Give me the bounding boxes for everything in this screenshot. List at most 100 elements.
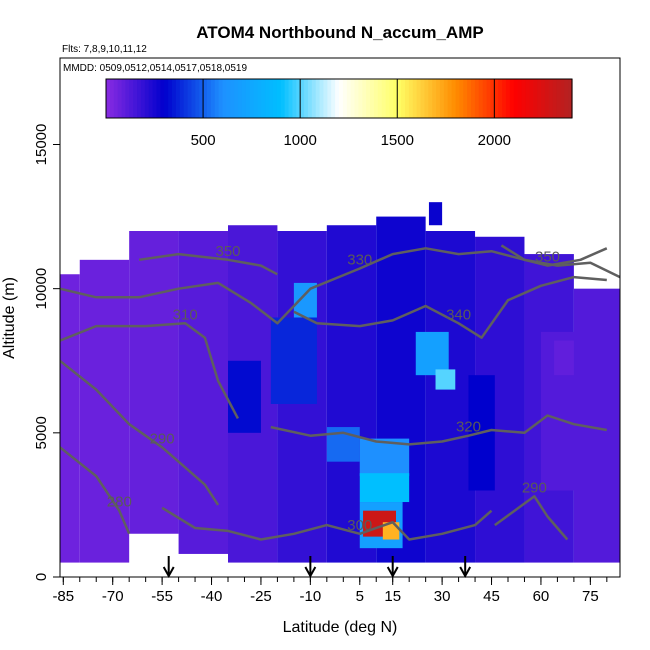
colorbar-swatch bbox=[257, 79, 262, 118]
x-tick-label: 15 bbox=[384, 588, 401, 605]
flights-note: Flts: 7,8,9,10,11,12 bbox=[62, 44, 147, 55]
flight-arrow-head bbox=[162, 566, 175, 579]
colorbar-frame bbox=[105, 78, 573, 119]
colorbar-swatch bbox=[509, 79, 515, 118]
colorbar-swatch bbox=[156, 79, 161, 118]
x-tick-label: -10 bbox=[300, 588, 322, 605]
colorbar-swatch bbox=[443, 79, 449, 118]
contour-line bbox=[60, 359, 220, 506]
colorbar-swatch bbox=[307, 79, 313, 118]
colorbar-swatch bbox=[482, 79, 488, 118]
y-axis-label: Altitude (m) bbox=[1, 277, 18, 359]
colorbar-tick-label: 500 bbox=[191, 132, 216, 149]
contour-label: 280 bbox=[107, 494, 132, 511]
x-tick-label: -40 bbox=[201, 588, 223, 605]
colorbar-swatch bbox=[234, 79, 239, 118]
heat-cell bbox=[178, 231, 228, 554]
x-tick-label: 60 bbox=[533, 588, 550, 605]
colorbar-swatch bbox=[249, 79, 255, 118]
colorbar-swatch bbox=[238, 79, 243, 118]
colorbar-swatch bbox=[354, 79, 360, 118]
colorbar-tick-label: 1000 bbox=[283, 132, 316, 149]
contour-line bbox=[161, 506, 493, 541]
x-tick-label: -55 bbox=[151, 588, 173, 605]
flight-arrow-head bbox=[304, 566, 317, 579]
colorbar-swatch bbox=[533, 79, 538, 118]
colorbar-swatch bbox=[152, 79, 158, 118]
colorbar-swatch bbox=[486, 79, 492, 118]
colorbar-swatch bbox=[195, 79, 200, 118]
colorbar-swatch bbox=[556, 79, 561, 118]
colorbar-swatch bbox=[226, 79, 231, 118]
contour-label: 330 bbox=[347, 251, 372, 268]
contour-label: 320 bbox=[456, 419, 481, 436]
contour-line bbox=[138, 252, 278, 276]
colorbar-swatch bbox=[292, 79, 297, 118]
y-tick-label: 10000 bbox=[33, 268, 50, 310]
colorbar-swatch bbox=[408, 79, 414, 118]
x-tick-label: 5 bbox=[356, 588, 364, 605]
colorbar-swatch bbox=[199, 79, 204, 118]
colorbar-swatch bbox=[537, 79, 542, 118]
colorbar-swatch bbox=[478, 79, 484, 118]
colorbar-swatch bbox=[265, 79, 270, 118]
colorbar-swatch bbox=[397, 79, 402, 118]
colorbar-swatch bbox=[564, 79, 569, 118]
colorbar-swatch bbox=[346, 79, 352, 118]
heat-cell bbox=[293, 282, 317, 318]
flight-arrow-layer bbox=[162, 556, 472, 579]
colorbar-swatch bbox=[140, 79, 146, 118]
contour-label: 300 bbox=[347, 517, 372, 534]
colorbar-swatch bbox=[206, 79, 212, 118]
colorbar-swatch bbox=[544, 79, 550, 118]
colorbar-swatch bbox=[560, 79, 565, 118]
colorbar-swatch bbox=[401, 79, 406, 118]
contour-label: 290 bbox=[522, 479, 547, 496]
colorbar-swatch bbox=[467, 79, 472, 118]
colorbar-swatch bbox=[323, 79, 328, 118]
contour-line bbox=[500, 244, 608, 267]
colorbar-swatch bbox=[300, 79, 305, 118]
heat-cell bbox=[359, 473, 410, 503]
colorbar-swatch bbox=[513, 79, 519, 118]
colorbar-swatch bbox=[350, 79, 356, 118]
colorbar-swatch bbox=[373, 79, 379, 118]
contour-line bbox=[293, 275, 607, 339]
colorbar-swatch bbox=[428, 79, 433, 118]
colorbar-swatch bbox=[389, 79, 394, 118]
colorbar-swatch bbox=[144, 79, 150, 118]
colorbar-swatch bbox=[113, 79, 119, 118]
y-tick-label: 5000 bbox=[33, 416, 50, 449]
contour-line bbox=[60, 322, 240, 419]
colorbar-swatch bbox=[269, 79, 274, 118]
colorbar-swatch bbox=[164, 79, 169, 118]
colorbar-swatch bbox=[148, 79, 154, 118]
colorbar-swatch bbox=[548, 79, 554, 118]
contour-label: 350 bbox=[535, 249, 560, 266]
colorbar-swatch bbox=[416, 79, 422, 118]
colorbar-swatch bbox=[222, 79, 227, 118]
colorbar-swatch bbox=[381, 79, 387, 118]
colorbar-swatch bbox=[471, 79, 476, 118]
heat-cell bbox=[228, 360, 261, 433]
contour-label: 340 bbox=[446, 306, 471, 323]
colorbar-swatch bbox=[183, 79, 189, 118]
colorbar-swatch bbox=[498, 79, 503, 118]
dates-note: MMDD: 0509,0512,0514,0517,0518,0519 bbox=[63, 63, 247, 74]
chart-title: ATOM4 Northbound N_accum_AMP bbox=[196, 23, 483, 42]
colorbar-swatch bbox=[529, 79, 534, 118]
colorbar-swatch bbox=[304, 79, 309, 118]
colorbar-swatch bbox=[160, 79, 165, 118]
x-axis-label: Latitude (deg N) bbox=[283, 619, 398, 636]
colorbar-swatch bbox=[568, 79, 573, 118]
colorbar-swatch bbox=[502, 79, 507, 118]
colorbar-swatch bbox=[129, 79, 134, 118]
colorbar-swatch bbox=[230, 79, 235, 118]
colorbar-swatch bbox=[405, 79, 410, 118]
colorbar-swatch bbox=[253, 79, 259, 118]
colorbar-swatch bbox=[420, 79, 426, 118]
colorbar-tick-label: 1500 bbox=[381, 132, 414, 149]
colorbar-swatch bbox=[463, 79, 468, 118]
colorbar-swatch bbox=[175, 79, 181, 118]
